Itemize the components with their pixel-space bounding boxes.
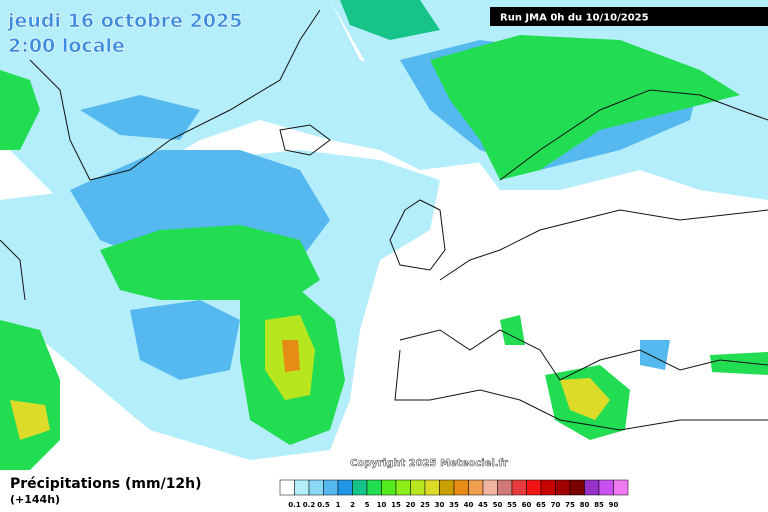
scale-swatch	[294, 479, 310, 496]
legend-title: Précipitations (mm/12h)	[10, 476, 202, 492]
scale-label: 55	[507, 501, 517, 509]
rain-area	[500, 315, 525, 345]
scale-swatch	[424, 479, 440, 496]
scale-label: 25	[420, 501, 430, 509]
scale-swatch	[569, 479, 585, 496]
scale-swatch	[410, 479, 426, 496]
scale-label: 0.5	[317, 501, 330, 509]
rain-area	[130, 300, 240, 380]
coastline	[279, 124, 331, 156]
rain-area	[0, 0, 500, 200]
scale-swatch	[453, 479, 469, 496]
rain-area	[0, 320, 60, 470]
scale-label: 35	[449, 501, 459, 509]
scale-label: 90	[609, 501, 619, 509]
color-scale: 0.1 0.2 0.5 1 2 5 10 15 20 25 30 35 40 45 50 55 60 65 70 75…	[279, 479, 629, 509]
coastline	[389, 199, 446, 271]
scale-swatch	[352, 479, 368, 496]
scale-label: 65	[536, 501, 546, 509]
rain-area	[80, 95, 200, 140]
coastlines	[0, 9, 768, 431]
scale-label: 45	[478, 501, 488, 509]
scale-swatch	[308, 479, 324, 496]
scale-swatch	[511, 479, 527, 496]
scale-swatch	[323, 479, 339, 496]
scale-label: 1	[336, 501, 341, 509]
rain-area	[0, 70, 40, 150]
scale-swatch	[337, 479, 353, 496]
scale-label: 15	[391, 501, 401, 509]
coastline	[439, 209, 768, 281]
scale-swatch	[395, 479, 411, 496]
scale-label: 70	[551, 501, 561, 509]
legend-lead: (+144h)	[10, 493, 60, 506]
scale-swatch	[279, 479, 295, 496]
scale-label: 50	[493, 501, 503, 509]
scale-swatch	[555, 479, 571, 496]
coastline	[0, 239, 26, 301]
scale-label: 0.2	[303, 501, 316, 509]
coastline	[29, 9, 321, 181]
precipitation-field	[0, 0, 768, 470]
scale-label: 10	[377, 501, 387, 509]
run-label: Run JMA 0h du 10/10/2025	[500, 13, 649, 24]
rain-area	[10, 400, 50, 440]
scale-swatch	[526, 479, 542, 496]
run-box	[490, 7, 768, 26]
rain-area	[282, 340, 300, 372]
scale-swatch	[381, 479, 397, 496]
scale-label: 5	[365, 501, 370, 509]
coastline	[394, 349, 768, 431]
map-subtitle: 2:00 locale	[8, 35, 125, 57]
scale-label: 80	[580, 501, 590, 509]
scale-label: 0.1	[288, 501, 301, 509]
coastline	[399, 329, 768, 381]
scale-swatch	[482, 479, 498, 496]
scale-swatch	[598, 479, 614, 496]
rain-area	[560, 378, 610, 420]
scale-label: 2	[350, 501, 355, 509]
scale-swatch	[468, 479, 484, 496]
copyright: Copyright 2025 Meteociel.fr	[350, 458, 508, 469]
map-title: jeudi 16 octobre 2025	[7, 10, 243, 32]
scale-label: 30	[435, 501, 445, 509]
scale-label: 60	[522, 501, 532, 509]
scale-label: 40	[464, 501, 474, 509]
scale-swatch	[439, 479, 455, 496]
rain-area	[710, 352, 768, 375]
scale-swatch	[613, 479, 629, 496]
rain-area	[430, 35, 740, 180]
rain-area	[640, 340, 670, 370]
scale-swatch	[366, 479, 382, 496]
scale-swatch	[584, 479, 600, 496]
coastline	[499, 89, 768, 181]
rain-area	[340, 0, 440, 40]
scale-label: 20	[406, 501, 416, 509]
scale-label: 75	[565, 501, 575, 509]
rain-area	[100, 225, 320, 300]
scale-label: 85	[594, 501, 604, 509]
scale-swatch	[497, 479, 513, 496]
scale-swatch	[540, 479, 556, 496]
